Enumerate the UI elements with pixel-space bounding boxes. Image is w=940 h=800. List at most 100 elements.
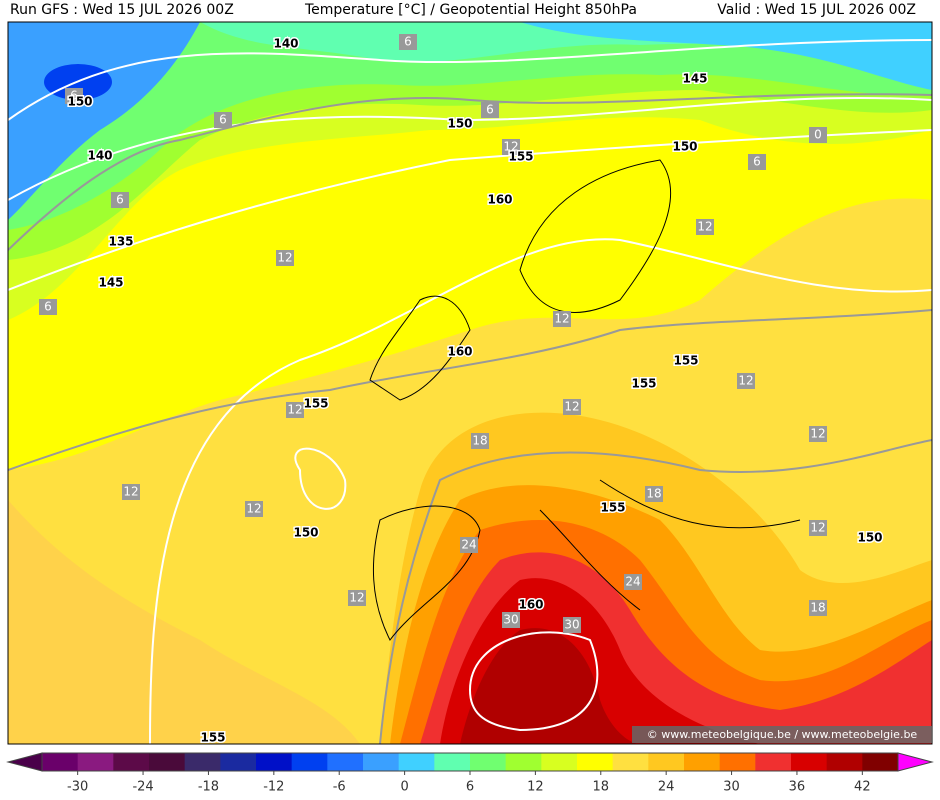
temperature-label-box [809, 426, 827, 442]
height-label: 135 [108, 235, 133, 249]
colorbar-bin [684, 753, 721, 771]
colorbar-tick-label: 42 [854, 780, 871, 795]
temperature-label-box [348, 590, 366, 606]
height-label: 145 [682, 72, 707, 86]
colorbar-low [6, 752, 43, 772]
temperature-label-box [471, 433, 489, 449]
colorbar-bin [612, 753, 649, 771]
temperature-label: 12 [810, 427, 825, 441]
temperature-label: 12 [277, 251, 292, 265]
temperature-label-box [809, 520, 827, 536]
colorbar-tick-label: -24 [132, 780, 153, 795]
temperature-label: 6 [44, 300, 52, 314]
colorbar-tick-label: 30 [723, 780, 740, 795]
temperature-label: 30 [503, 613, 518, 627]
temperature-label: 18 [646, 487, 661, 501]
temperature-label-box [481, 102, 499, 118]
temperature-label-box [553, 311, 571, 327]
temperature-label-box [502, 612, 520, 628]
temperature-label: 6 [404, 35, 412, 49]
height-label: 155 [200, 731, 225, 745]
colorbar-tick-label: -30 [67, 780, 88, 795]
temperature-label: 24 [461, 538, 476, 552]
temperature-label: 18 [472, 434, 487, 448]
temperature-label-box [748, 154, 766, 170]
temperature-label: 6 [753, 155, 761, 169]
credit-box [632, 726, 932, 743]
height-label: 155 [631, 377, 656, 391]
height-label: 160 [447, 345, 472, 359]
contours [8, 39, 932, 744]
colorbar-tick-label: 18 [593, 780, 610, 795]
height-label: 145 [98, 276, 123, 290]
colorbar-bin [184, 753, 221, 771]
temperature-label: 18 [810, 601, 825, 615]
temperature-label: 12 [697, 220, 712, 234]
colorbar-tick-label: 36 [789, 780, 806, 795]
height-label: 155 [303, 397, 328, 411]
temperature-field [8, 22, 932, 744]
colorbar-bin [77, 753, 114, 771]
colorbar-bin [541, 753, 578, 771]
colorbar-tick-label: 24 [658, 780, 675, 795]
temperature-label: 12 [738, 374, 753, 388]
temperature-label-box [214, 112, 232, 128]
colorbar-tick-label: -6 [333, 780, 346, 795]
temperature-label-box [276, 250, 294, 266]
temperature-label-box [122, 484, 140, 500]
temperature-label: 12 [564, 400, 579, 414]
colorbar-tick-label: -18 [198, 780, 219, 795]
colorbar-bin [577, 753, 614, 771]
colorbar-bin [256, 753, 293, 771]
height-label: 155 [600, 501, 625, 515]
temperature-label: 12 [503, 140, 518, 154]
temperature-label: 12 [123, 485, 138, 499]
temperature-label: 6 [70, 89, 78, 103]
temperature-label: 12 [810, 521, 825, 535]
temperature-label: 12 [349, 591, 364, 605]
colorbar-bin [719, 753, 756, 771]
temperature-label-box [399, 34, 417, 50]
temperature-label-box [502, 139, 520, 155]
temperature-label-box [111, 192, 129, 208]
colorbar-tick-label: -12 [263, 780, 284, 795]
temperature-label: 12 [554, 312, 569, 326]
temperature-label-box [624, 574, 642, 590]
height-label: 160 [487, 193, 512, 207]
colorbar-bin [826, 753, 863, 771]
height-label: 150 [672, 140, 697, 154]
map-title: Temperature [°C] / Geopotential Height 8… [305, 2, 637, 18]
colorbar-bin [149, 753, 186, 771]
colorbar-bin [363, 753, 400, 771]
temperature-label-box [645, 486, 663, 502]
temperature-label-box [563, 399, 581, 415]
temperature-label: 12 [287, 403, 302, 417]
credit: © www.meteobelgique.be / www.meteobelgie… [647, 728, 918, 741]
height-label: 140 [273, 37, 298, 51]
height-label: 150 [293, 526, 318, 540]
temperature-label-box [39, 299, 57, 315]
temperature-label-box [245, 501, 263, 517]
temperature-label: 30 [564, 618, 579, 632]
temperature-label: 24 [625, 575, 640, 589]
colorbar-tick-label: 6 [466, 780, 474, 795]
temperature-label-box [286, 402, 304, 418]
temperature-label: 6 [116, 193, 124, 207]
colorbar-bin [470, 753, 507, 771]
colorbar: -30 -24 -18 -12 -6 0 6 12 18 24 30 36 42 [6, 752, 934, 795]
temperature-label-box [809, 600, 827, 616]
temperature-label: 6 [219, 113, 227, 127]
run-info: Run GFS : Wed 15 JUL 2026 00Z [10, 2, 234, 18]
height-label: 150 [447, 117, 472, 131]
temperature-label-box [696, 219, 714, 235]
colorbar-bin [42, 753, 79, 771]
height-label: 150 [67, 95, 92, 109]
height-label: 150 [857, 531, 882, 545]
valid-info: Valid : Wed 15 JUL 2026 00Z [717, 2, 916, 18]
height-label: 155 [673, 354, 698, 368]
colorbar-bin [791, 753, 828, 771]
height-label: 160 [518, 598, 543, 612]
colorbar-high [897, 752, 934, 772]
colorbar-bin [862, 753, 899, 771]
